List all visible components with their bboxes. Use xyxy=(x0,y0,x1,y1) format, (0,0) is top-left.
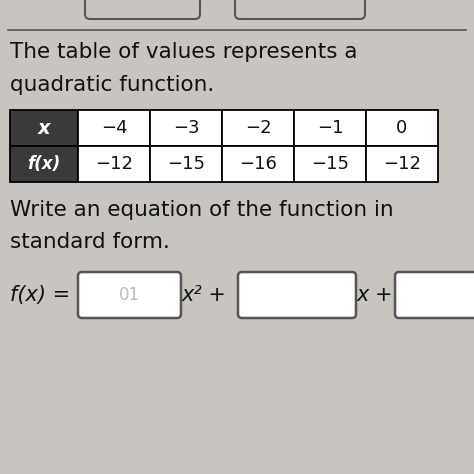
Text: −15: −15 xyxy=(311,155,349,173)
FancyBboxPatch shape xyxy=(10,146,78,182)
FancyBboxPatch shape xyxy=(366,110,438,146)
FancyBboxPatch shape xyxy=(150,110,222,146)
FancyBboxPatch shape xyxy=(222,110,294,146)
FancyBboxPatch shape xyxy=(238,272,356,318)
Text: −15: −15 xyxy=(167,155,205,173)
FancyBboxPatch shape xyxy=(78,272,181,318)
Text: 0: 0 xyxy=(396,119,408,137)
Text: −16: −16 xyxy=(239,155,277,173)
FancyBboxPatch shape xyxy=(294,110,366,146)
Text: −3: −3 xyxy=(173,119,199,137)
Text: The table of values represents a: The table of values represents a xyxy=(10,42,357,62)
Text: standard form.: standard form. xyxy=(10,232,170,252)
Text: −12: −12 xyxy=(383,155,421,173)
FancyBboxPatch shape xyxy=(235,0,365,19)
Text: −1: −1 xyxy=(317,119,343,137)
FancyBboxPatch shape xyxy=(395,272,474,318)
Text: quadratic function.: quadratic function. xyxy=(10,75,214,95)
Text: Write an equation of the function in: Write an equation of the function in xyxy=(10,200,393,220)
FancyBboxPatch shape xyxy=(78,146,150,182)
Text: −12: −12 xyxy=(95,155,133,173)
Text: f(x): f(x) xyxy=(27,155,61,173)
Text: x² +: x² + xyxy=(182,285,234,305)
FancyBboxPatch shape xyxy=(10,110,78,146)
FancyBboxPatch shape xyxy=(222,146,294,182)
Text: −4: −4 xyxy=(100,119,128,137)
FancyBboxPatch shape xyxy=(78,110,150,146)
Text: x +: x + xyxy=(357,285,400,305)
Text: −2: −2 xyxy=(245,119,271,137)
FancyBboxPatch shape xyxy=(294,146,366,182)
Text: 01: 01 xyxy=(119,286,140,304)
FancyBboxPatch shape xyxy=(150,146,222,182)
Text: x: x xyxy=(38,118,50,137)
Text: f(x) =: f(x) = xyxy=(10,285,77,305)
FancyBboxPatch shape xyxy=(85,0,200,19)
FancyBboxPatch shape xyxy=(366,146,438,182)
